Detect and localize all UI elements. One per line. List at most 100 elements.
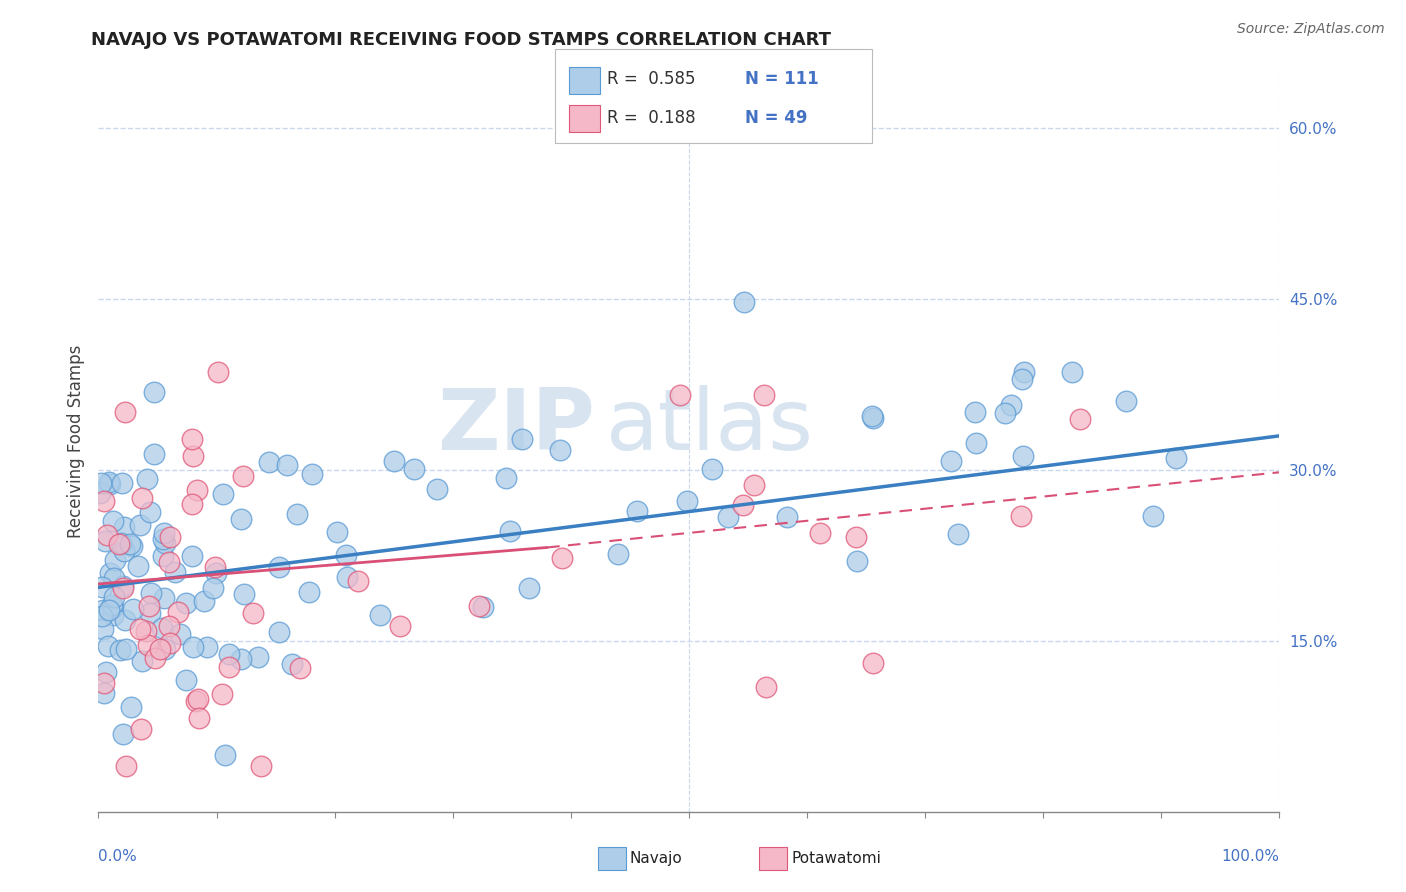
Text: atlas: atlas	[606, 385, 814, 468]
Point	[142, 385, 165, 400]
Point	[150, 621, 173, 635]
Text: NAVAJO VS POTAWATOMI RECEIVING FOOD STAMPS CORRELATION CHART: NAVAJO VS POTAWATOMI RECEIVING FOOD STAM…	[91, 31, 831, 49]
Point	[149, 642, 172, 657]
Point	[755, 680, 778, 694]
Text: N = 111: N = 111	[745, 70, 818, 88]
Point	[91, 603, 114, 617]
Point	[165, 565, 187, 579]
Point	[1000, 398, 1022, 412]
Point	[218, 648, 240, 662]
Point	[626, 504, 648, 518]
Point	[285, 507, 308, 521]
Point	[370, 608, 392, 623]
Text: N = 49: N = 49	[745, 109, 807, 127]
Point	[1011, 449, 1033, 463]
Point	[382, 454, 405, 468]
Point	[180, 433, 202, 447]
Point	[111, 476, 134, 491]
Point	[336, 570, 359, 584]
Text: 100.0%: 100.0%	[1222, 849, 1279, 863]
Point	[242, 606, 264, 620]
Point	[298, 584, 321, 599]
Text: Potawatomi: Potawatomi	[792, 851, 882, 865]
Point	[276, 458, 298, 472]
Point	[94, 533, 117, 548]
Point	[471, 599, 494, 614]
Point	[280, 657, 302, 671]
Point	[186, 483, 208, 497]
Text: Navajo: Navajo	[630, 851, 683, 865]
Point	[159, 530, 181, 544]
Point	[776, 509, 799, 524]
Point	[169, 627, 191, 641]
Point	[181, 449, 204, 463]
Point	[101, 607, 124, 622]
Point	[98, 475, 121, 489]
Point	[100, 477, 122, 491]
Point	[114, 614, 136, 628]
Point	[845, 554, 868, 568]
Text: ZIP: ZIP	[437, 385, 595, 468]
Point	[89, 486, 111, 500]
Point	[301, 467, 323, 482]
Point	[232, 469, 254, 483]
Point	[120, 700, 142, 714]
Point	[180, 549, 202, 564]
Point	[90, 608, 112, 623]
Point	[128, 559, 150, 574]
Point	[131, 654, 153, 668]
Point	[517, 581, 540, 595]
Point	[138, 599, 160, 613]
Point	[845, 530, 868, 544]
Point	[267, 624, 290, 639]
Y-axis label: Receiving Food Stamps: Receiving Food Stamps	[66, 345, 84, 538]
Point	[152, 526, 174, 541]
Point	[388, 619, 411, 633]
Point	[112, 543, 135, 558]
Point	[946, 527, 969, 541]
Point	[143, 447, 166, 461]
Point	[862, 411, 884, 425]
Point	[101, 599, 124, 614]
Point	[229, 652, 252, 666]
Point	[96, 527, 118, 541]
Point	[510, 432, 533, 446]
Point	[153, 536, 176, 550]
Point	[1012, 366, 1035, 380]
Point	[965, 436, 987, 450]
Point	[229, 512, 252, 526]
Point	[104, 552, 127, 566]
Point	[128, 622, 150, 636]
Point	[495, 471, 517, 485]
Point	[118, 537, 141, 551]
Point	[152, 591, 174, 605]
Point	[232, 587, 254, 601]
Point	[128, 517, 150, 532]
Point	[212, 487, 235, 501]
Point	[193, 594, 215, 608]
Point	[115, 759, 138, 773]
Point	[204, 559, 226, 574]
Point	[1010, 508, 1032, 523]
Point	[257, 455, 280, 469]
Point	[136, 638, 159, 652]
Point	[1062, 365, 1084, 379]
Point	[139, 586, 162, 600]
Point	[1142, 509, 1164, 524]
Point	[138, 606, 160, 620]
Point	[1164, 451, 1187, 466]
Point	[207, 365, 229, 379]
Point	[499, 524, 522, 539]
Point	[548, 443, 571, 458]
Point	[700, 462, 723, 476]
Point	[93, 686, 115, 700]
Text: R =  0.585: R = 0.585	[607, 70, 696, 88]
Point	[468, 599, 491, 614]
Point	[135, 472, 157, 486]
Point	[110, 536, 132, 550]
Point	[181, 640, 204, 654]
Point	[112, 520, 135, 534]
Point	[135, 624, 157, 638]
Text: R =  0.188: R = 0.188	[607, 109, 696, 127]
Point	[115, 642, 138, 657]
